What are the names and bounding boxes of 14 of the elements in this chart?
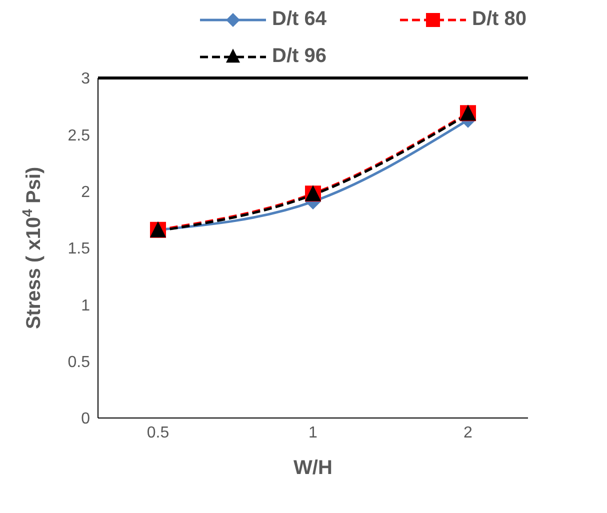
y-tick-label: 0.5 [68,354,90,372]
y-tick-label: 0 [81,410,90,428]
x-tick-label: 1 [308,424,318,442]
legend-label: D/t 64 [272,8,326,31]
x-tick-label: 2 [464,424,473,442]
legend-label: D/t 96 [272,45,326,68]
y-tick-label: 3 [81,70,90,88]
y-tick-label: 1 [81,297,90,314]
y-tick-label: 1.5 [68,240,90,258]
y-tick-label: 2 [81,184,90,202]
y-tick-label: 2.5 [68,127,90,144]
legend-label: D/t 80 [472,8,526,31]
x-tick-label: 0.5 [146,424,170,442]
x-axis-title: W/H [294,457,332,479]
